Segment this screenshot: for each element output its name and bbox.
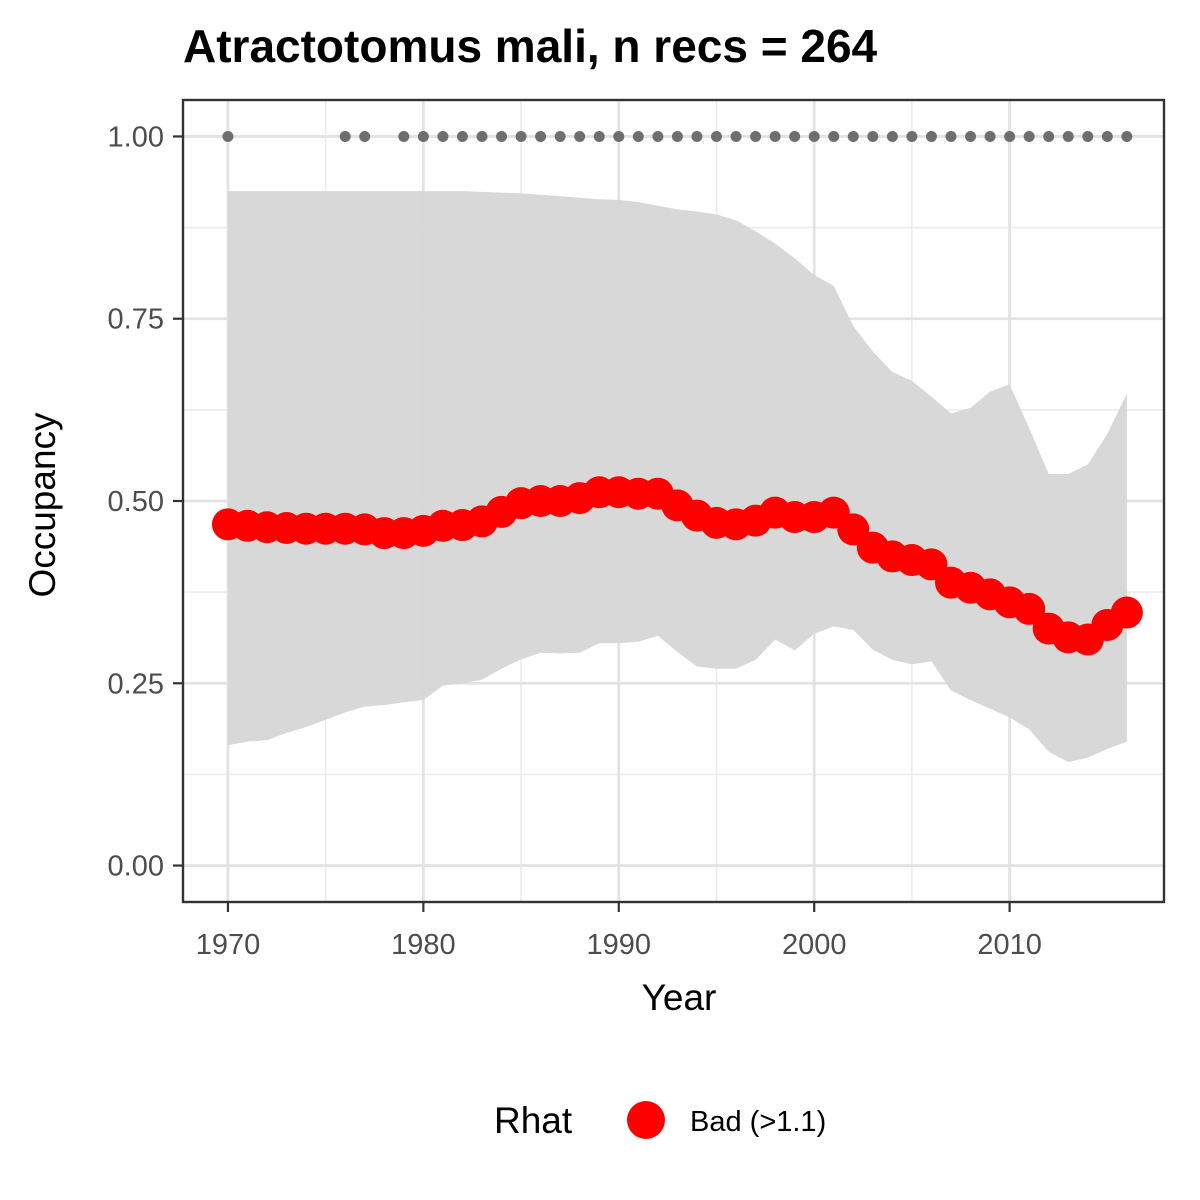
record-year-point	[906, 130, 918, 142]
record-year-point	[750, 130, 762, 142]
x-tick-label: 2010	[977, 929, 1042, 961]
record-year-point	[1004, 130, 1016, 142]
record-year-point	[769, 130, 781, 142]
record-year-point	[437, 130, 449, 142]
legend-label: Bad (>1.1)	[690, 1106, 826, 1138]
record-year-point	[652, 130, 664, 142]
record-year-point	[554, 130, 566, 142]
y-axis-title: Occupancy	[22, 412, 63, 598]
record-year-point	[789, 130, 801, 142]
x-tick-label: 2000	[782, 929, 847, 961]
legend-key-marker	[627, 1101, 665, 1139]
record-year-point	[593, 130, 605, 142]
record-year-point	[515, 130, 527, 142]
record-year-point	[984, 130, 996, 142]
y-tick-label: 0.75	[108, 304, 164, 336]
x-tick-label: 1990	[587, 929, 652, 961]
record-year-point	[691, 130, 703, 142]
occupancy-point	[1110, 596, 1143, 629]
record-year-point	[1121, 130, 1133, 142]
x-tick-label: 1970	[196, 929, 261, 961]
legend: Rhat Bad (>1.1)	[494, 1100, 826, 1141]
record-year-point	[945, 130, 957, 142]
record-year-point	[847, 130, 859, 142]
record-year-point	[710, 130, 722, 142]
record-year-point	[613, 130, 625, 142]
record-year-point	[965, 130, 977, 142]
record-year-point	[456, 130, 468, 142]
legend-title: Rhat	[494, 1100, 573, 1141]
record-year-point	[1062, 130, 1074, 142]
record-year-point	[632, 130, 644, 142]
record-year-point	[222, 130, 234, 142]
y-axis: 0.00 0.25 0.50 0.75 1.00	[108, 121, 183, 883]
record-year-point	[476, 130, 488, 142]
x-axis: 1970 1980 1990 2000 2010	[196, 902, 1042, 961]
record-year-point	[925, 130, 937, 142]
record-year-point	[417, 130, 429, 142]
record-year-point	[730, 130, 742, 142]
credible-interval-ribbon	[227, 191, 1127, 763]
record-year-point	[574, 130, 586, 142]
record-year-point	[867, 130, 879, 142]
record-years-layer	[222, 130, 1133, 142]
chart-title: Atractotomus mali, n recs = 264	[183, 20, 878, 72]
record-year-point	[828, 130, 840, 142]
record-year-point	[359, 130, 371, 142]
x-axis-title: Year	[642, 977, 717, 1018]
credible-interval-layer	[227, 191, 1127, 763]
y-tick-label: 0.25	[108, 668, 164, 700]
record-year-point	[1101, 130, 1113, 142]
y-tick-label: 1.00	[108, 121, 164, 153]
record-year-point	[1043, 130, 1055, 142]
record-year-point	[671, 130, 683, 142]
x-tick-label: 1980	[391, 929, 456, 961]
record-year-point	[339, 130, 351, 142]
record-year-point	[1082, 130, 1094, 142]
record-year-point	[886, 130, 898, 142]
occupancy-points-layer	[211, 476, 1143, 656]
y-tick-label: 0.50	[108, 486, 164, 518]
record-year-point	[398, 130, 410, 142]
record-year-point	[496, 130, 508, 142]
record-year-point	[808, 130, 820, 142]
record-year-point	[535, 130, 547, 142]
occupancy-point	[1013, 592, 1046, 625]
y-tick-label: 0.00	[108, 851, 164, 883]
record-year-point	[1023, 130, 1035, 142]
